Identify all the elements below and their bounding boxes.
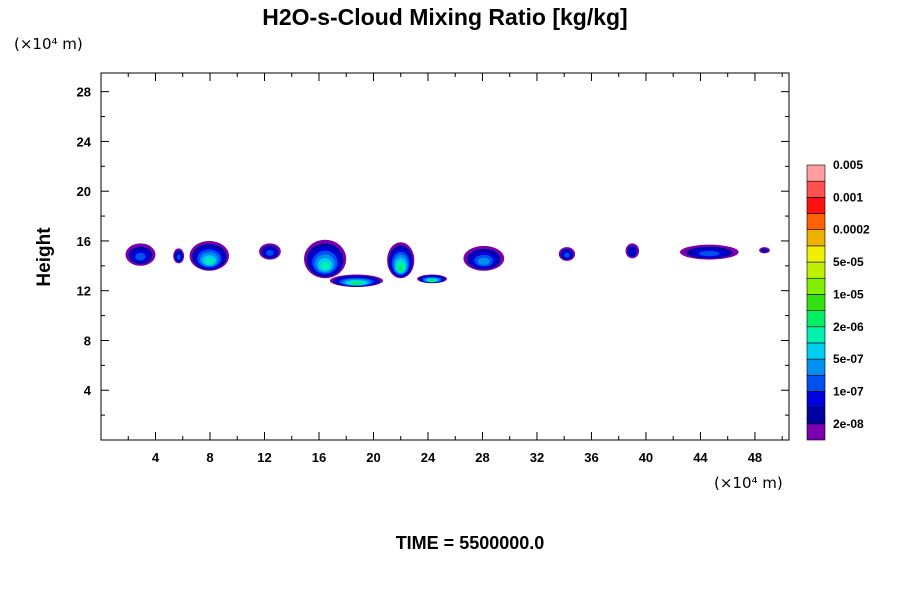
y-tick-label: 16 (77, 234, 91, 249)
colorbar-swatch (806, 261, 826, 279)
cloud-region (303, 239, 347, 279)
cloud-region (417, 274, 448, 284)
time-label: TIME = 5500000.0 (396, 533, 545, 553)
cloud-contour (266, 250, 274, 256)
cloud-region (173, 248, 185, 264)
cloud-region (680, 244, 739, 260)
x-tick-label: 16 (312, 450, 326, 465)
colorbar-swatch (806, 407, 826, 425)
cloud-contour (320, 261, 330, 270)
y-axis-label: Height (34, 227, 55, 287)
cloud-contour (699, 250, 720, 257)
cloud-contour (629, 248, 636, 256)
colorbar-label: 0.0002 (833, 223, 870, 237)
colorbar-swatch (806, 423, 826, 441)
y-tick-label: 28 (77, 85, 91, 100)
cloud-region (759, 247, 770, 254)
colorbar-label: 0.001 (833, 190, 863, 204)
x-tick-label: 8 (206, 450, 213, 465)
cloud-contour (176, 254, 181, 260)
y-tick-label: 20 (77, 184, 91, 199)
x-tick-label: 20 (366, 450, 380, 465)
x-tick-label: 40 (639, 450, 653, 465)
colorbar-swatch (806, 294, 826, 311)
x-tick-label: 24 (421, 450, 436, 465)
colorbar-swatch (806, 180, 826, 198)
y-tick-label: 12 (77, 284, 91, 299)
y-tick-label: 8 (84, 333, 91, 348)
cloud-contour (398, 264, 404, 272)
colorbar-label: 1e-07 (833, 384, 864, 398)
x-tick-label: 4 (152, 450, 160, 465)
chart-title: H2O-s-Cloud Mixing Ratio [kg/kg] (262, 4, 627, 30)
cloud-region (259, 243, 281, 260)
x-tick-label: 36 (584, 450, 598, 465)
y-axis: 4 8 12 16 20 24 28 (77, 85, 789, 416)
cloud-region (189, 240, 230, 271)
cloud-contour (205, 258, 214, 265)
colorbar-label: 2e-06 (833, 320, 864, 334)
colorbar-swatch (806, 277, 826, 295)
colorbar-swatch (806, 326, 826, 344)
colorbar-swatch (806, 164, 826, 182)
colorbar-swatch (806, 358, 826, 376)
cloud-contour (429, 279, 435, 283)
colorbar-swatch (806, 213, 826, 231)
colorbar-label: 5e-05 (833, 255, 864, 269)
x-tick-label: 28 (475, 450, 489, 465)
colorbar-label: 0.005 (833, 158, 863, 172)
colorbar-label: 1e-05 (833, 287, 864, 301)
y-axis-unit: (×10⁴ m) (14, 35, 83, 53)
cloud-contour (135, 252, 146, 261)
cloud-contour (477, 257, 490, 265)
colorbar: 2e-08 1e-07 5e-07 2e-06 1e-05 5e-05 0.0002 0.00… (806, 158, 870, 441)
plot-frame (100, 72, 790, 441)
x-axis-unit: (×10⁴ m) (714, 474, 783, 492)
colorbar-swatch (806, 229, 826, 247)
cloud-region (625, 243, 640, 259)
colorbar-swatch (806, 310, 826, 328)
cloud-region (558, 247, 576, 261)
cloud-contour (761, 248, 768, 253)
colorbar-swatch (806, 374, 826, 392)
cloud-field (125, 239, 770, 287)
x-tick-label: 32 (530, 450, 544, 465)
cloud-region (387, 242, 415, 279)
cloud-contour (564, 252, 570, 258)
colorbar-swatch (806, 197, 826, 214)
colorbar-swatch (806, 245, 826, 263)
x-tick-label: 48 (748, 450, 762, 465)
cloud-contour (351, 281, 362, 285)
colorbar-label: 2e-08 (833, 417, 864, 431)
x-tick-label: 44 (693, 450, 708, 465)
y-tick-label: 24 (77, 134, 92, 149)
cloud-region (329, 274, 384, 287)
colorbar-swatch (806, 342, 826, 360)
colorbar-label: 5e-07 (833, 352, 864, 366)
y-tick-label: 4 (84, 383, 92, 398)
cloud-region (125, 243, 156, 266)
x-axis: 4 8 12 16 20 24 28 32 36 40 44 48 (127, 73, 783, 465)
cloud-region (463, 245, 505, 271)
colorbar-swatch (806, 391, 826, 408)
x-tick-label: 12 (257, 450, 271, 465)
